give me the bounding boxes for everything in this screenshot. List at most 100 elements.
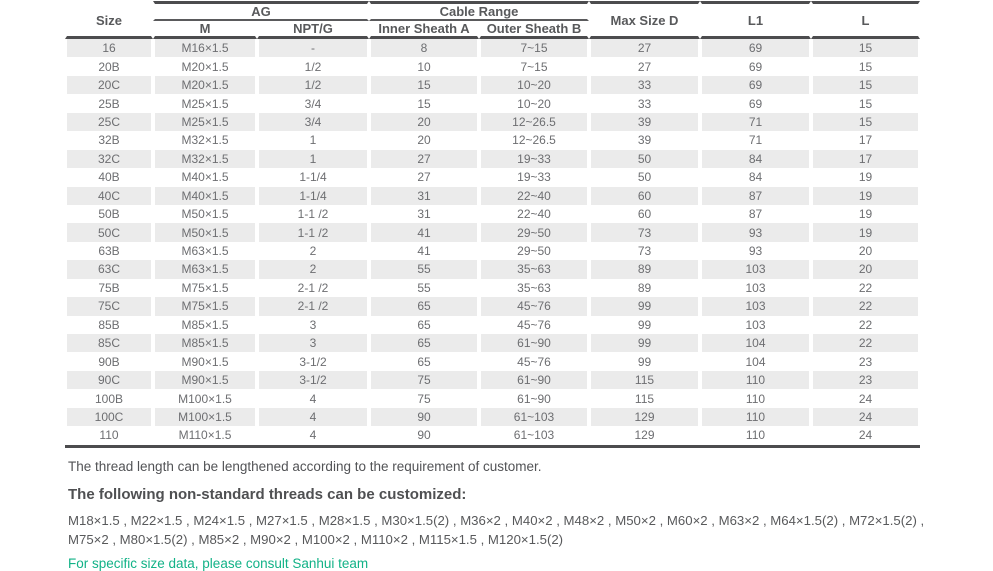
col-header-l1: L1 xyxy=(700,1,811,39)
table-cell: 35~63 xyxy=(479,260,589,279)
table-cell: 55 xyxy=(369,260,479,279)
table-cell: 129 xyxy=(589,426,700,445)
table-cell: 17 xyxy=(811,131,920,150)
col-header-m: M xyxy=(153,21,257,39)
table-cell: M85×1.5 xyxy=(153,334,257,353)
table-cell: 110 xyxy=(700,370,811,390)
table-cell: 103 xyxy=(700,278,811,298)
col-header-max-size-d: Max Size D xyxy=(589,1,700,39)
table-cell: 103 xyxy=(700,260,811,279)
table-cell: 3-1/2 xyxy=(257,352,369,371)
table-row: 16 M16×1.5-8 7~15 27 69 15 xyxy=(65,39,920,58)
table-cell: 22 xyxy=(811,315,920,334)
table-cell: 100C xyxy=(65,407,153,427)
col-header-inner-sheath-a: Inner Sheath A xyxy=(369,21,479,39)
table-cell: 2-1 /2 xyxy=(257,278,369,298)
table-cell: 23 xyxy=(811,352,920,371)
table-row: 40B M40×1.5 1-1/4 27 19~33 50 84 19 xyxy=(65,168,920,187)
table-cell: 27 xyxy=(369,149,479,169)
table-cell: 20C xyxy=(65,75,153,95)
table-row: 110 M110×1.5 4 90 61~103 129 110 24 xyxy=(65,426,920,445)
table-row: 90C M90×1.5 3-1/2 75 61~90 115 110 23 xyxy=(65,370,920,390)
table-cell: 15 xyxy=(811,57,920,76)
table-cell: M40×1.5 xyxy=(153,168,257,187)
table-cell: 99 xyxy=(589,315,700,334)
table-cell: 115 xyxy=(589,389,700,408)
table-cell: 40C xyxy=(65,186,153,205)
table-cell: 24 xyxy=(811,426,920,445)
table-cell: 1/2 xyxy=(257,57,369,76)
table-cell: M75×1.5 xyxy=(153,297,257,316)
table-cell: 32B xyxy=(65,131,153,150)
table-row: 50C M50×1.5 1-1 /2 41 29~50 73 93 19 xyxy=(65,223,920,242)
table-row: 63C M63×1.5 2 55 35~63 89 103 20 xyxy=(65,260,920,279)
table-cell: 1-1 /2 xyxy=(257,204,369,224)
table-cell: 93 xyxy=(700,223,811,242)
table-cell: 22~40 xyxy=(479,204,589,224)
table-cell: 39 xyxy=(589,131,700,150)
table-cell: M20×1.5 xyxy=(153,57,257,76)
table-cell: 19 xyxy=(811,223,920,242)
table-cell: 20 xyxy=(369,112,479,132)
table-cell: 85C xyxy=(65,334,153,353)
table-cell: 63B xyxy=(65,241,153,261)
table-cell: 15 xyxy=(369,75,479,95)
table-cell: 4 xyxy=(257,426,369,445)
table-cell: 3-1/2 xyxy=(257,370,369,390)
table-body: 16 M16×1.5-8 7~15 27 69 15 20B M20×1.5 1/2 10 7~15… xyxy=(65,39,920,445)
table-cell: 75 xyxy=(369,389,479,408)
table-cell: M100×1.5 xyxy=(153,389,257,408)
table-cell: 25C xyxy=(65,112,153,132)
table-cell: 103 xyxy=(700,315,811,334)
table-cell: 87 xyxy=(700,204,811,224)
table-cell: 50C xyxy=(65,223,153,242)
table-cell: 31 xyxy=(369,204,479,224)
table-cell: 4 xyxy=(257,407,369,427)
table-cell: M50×1.5 xyxy=(153,223,257,242)
table-cell: 45~76 xyxy=(479,315,589,334)
table-cell: 17 xyxy=(811,149,920,169)
table-cell: 1-1 /2 xyxy=(257,223,369,242)
table-cell: 2-1 /2 xyxy=(257,297,369,316)
table-cell: 20 xyxy=(811,260,920,279)
table-cell: 22 xyxy=(811,278,920,298)
table-cell: 1 xyxy=(257,149,369,169)
table-cell: 1/2 xyxy=(257,75,369,95)
table-cell: 110 xyxy=(700,426,811,445)
table-cell: 129 xyxy=(589,407,700,427)
table-cell: 75C xyxy=(65,297,153,316)
table-cell: 85B xyxy=(65,315,153,334)
table-cell: M16×1.5 xyxy=(153,39,257,58)
table-cell: 29~50 xyxy=(479,223,589,242)
table-cell: 22~40 xyxy=(479,186,589,205)
table-cell: 73 xyxy=(589,241,700,261)
table-cell: 60 xyxy=(589,186,700,205)
table-cell: 55 xyxy=(369,278,479,298)
table-cell: M75×1.5 xyxy=(153,278,257,298)
table-cell: 22 xyxy=(811,297,920,316)
threads-line-1: M18×1.5 , M22×1.5 , M24×1.5 , M27×1.5 , … xyxy=(68,512,925,528)
table-cell: 10 xyxy=(369,57,479,76)
table-cell: 61~103 xyxy=(479,426,589,445)
table-cell: 15 xyxy=(811,39,920,58)
table-cell: 1 xyxy=(257,131,369,150)
table-cell: 35~63 xyxy=(479,278,589,298)
table-cell: M90×1.5 xyxy=(153,352,257,371)
table-cell: 87 xyxy=(700,186,811,205)
consult-sanhui-note: For specific size data, please consult S… xyxy=(68,555,369,571)
cable-gland-spec-table: Size AG Cable Range Max Size D L1 L M NP… xyxy=(65,1,920,448)
table-cell: 50 xyxy=(589,149,700,169)
table-cell: 89 xyxy=(589,278,700,298)
table-cell: 41 xyxy=(369,241,479,261)
table-cell: 61~103 xyxy=(479,407,589,427)
table-row: 40C M40×1.5 1-1/4 31 22~40 60 87 19 xyxy=(65,186,920,205)
table-cell: 65 xyxy=(369,334,479,353)
table-cell: 61~90 xyxy=(479,389,589,408)
table-cell: 3 xyxy=(257,334,369,353)
table-cell: 45~76 xyxy=(479,352,589,371)
table-row: 25B M25×1.5 3/4 15 10~20 33 69 15 xyxy=(65,94,920,113)
table-cell: 22 xyxy=(811,334,920,353)
table-cell: 69 xyxy=(700,75,811,95)
footer-notes: The thread length can be lengthened acco… xyxy=(65,459,970,571)
table-cell: 27 xyxy=(589,57,700,76)
